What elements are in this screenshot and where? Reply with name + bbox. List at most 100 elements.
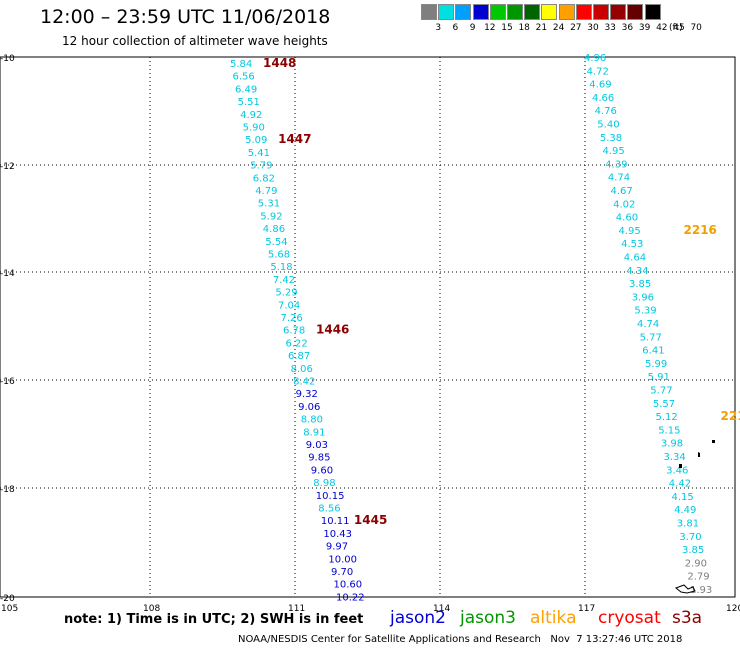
map-grid [0,56,736,598]
legend-swatch [524,4,541,20]
swh-value: 5.18 [270,262,292,273]
y-tick-label: -14 [0,269,15,279]
swh-value: 6.82 [253,173,275,184]
satellite-s3a: s3a [672,608,703,628]
swh-value: 5.84 [230,59,252,70]
swh-value: 6.22 [286,338,308,349]
page-subtitle: 12 hour collection of altimeter wave hei… [62,34,328,48]
swh-value: 4.66 [592,93,614,104]
swh-value: 3.70 [679,532,701,543]
swh-value: 10.15 [316,491,345,502]
legend-label: 70 [690,23,702,33]
island-shape [675,584,696,594]
swh-value: 3.85 [682,545,704,556]
swh-value: 3.98 [661,439,683,450]
swh-value: 4.79 [255,186,277,197]
legend-swatch [644,4,661,20]
swh-value: 6.41 [642,346,664,357]
swh-value: 3.96 [632,292,654,303]
y-tick-label: -20 [0,594,15,604]
credits-footer: NOAA/NESDIS Center for Satellite Applica… [238,634,683,645]
satellite-altika: altika [530,608,577,628]
legend-label: 45 [673,23,685,33]
swh-value: 9.06 [298,402,320,413]
x-tick-label: 117 [578,604,595,614]
swh-value: 4.92 [240,110,262,121]
swh-value: 6.56 [233,72,255,83]
map-border [0,56,736,598]
swh-value: 7.42 [273,275,295,286]
legend-label: 21 [535,23,548,33]
coastline-fragments [675,440,715,594]
swh-value: 5.57 [653,399,675,410]
time-label: 1446 [316,323,349,337]
swh-value: 4.69 [589,80,611,91]
swh-value: 4.42 [669,479,691,490]
footnote: note: 1) Time is in UTC; 2) SWH is in fe… [64,612,364,627]
legend-swatch [472,4,489,20]
swh-value: 6.49 [235,84,257,95]
swh-value: 5.79 [250,161,272,172]
swh-value: 10.60 [334,580,363,591]
legend-label: 15 [501,23,513,33]
satellite-jason2: jason2 [390,608,446,628]
legend-swatch [438,4,455,20]
track-west: 5.84 6.566.49 5.51 4.92 5.905.09 5.41 5.796.82… [230,56,387,603]
swh-value: 9.03 [306,440,328,451]
x-tick-label: 105 [1,604,18,614]
legend-swatch [575,4,592,20]
island-shape [679,464,682,468]
swh-value: 9.70 [331,567,353,578]
swh-value: 10.00 [328,554,357,565]
time-label: 1448 [263,56,296,70]
legend-label: 33 [604,23,616,33]
swh-value: 5.51 [238,97,260,108]
swh-value: 7.04 [278,300,300,311]
legend-swatch [558,4,575,20]
axis-ticks: 105 108 111 114 117 120 -10 -12 -14 -16 -18 -20 [0,54,740,614]
swh-value: 5.90 [243,123,265,134]
swh-value: 8.91 [303,427,325,438]
legend-unit: (ft) [669,23,683,33]
page-title: 12:00 – 23:59 UTC 11/06/2018 [40,6,331,28]
swh-value: 5.40 [597,120,619,131]
swh-value: 10.43 [323,529,352,540]
time-label: 1447 [278,132,311,146]
x-tick-label: 114 [433,604,450,614]
track-east: 4.96 4.72 4.69 4.66 4.76 5.40 5.38 4.95 4.39 4.74… [584,53,740,596]
legend-label: 30 [587,23,599,33]
swh-value: 10.22 [336,592,365,603]
x-tick-label: 120 [726,604,740,614]
legend-swatch [489,4,506,20]
legend-swatch [627,4,644,20]
x-tick-label: 108 [143,604,160,614]
swh-value: 5.92 [260,211,282,222]
swh-value: 8.98 [313,478,335,489]
swh-value: 8.56 [318,504,340,515]
swh-value: 4.76 [595,106,617,117]
swh-value: 5.39 [634,306,656,317]
swh-value: 5.15 [658,425,680,436]
island-shape [698,452,700,457]
swh-value: 4.60 [616,213,638,224]
swh-value: 5.99 [645,359,667,370]
swh-value: 9.97 [326,542,348,553]
swh-value: 7.26 [281,313,303,324]
legend-label: 24 [552,23,565,33]
swh-value: 4.95 [603,146,625,157]
swh-value: 2.79 [687,572,709,583]
swh-value: 5.54 [265,237,287,248]
legend-swatch [507,4,523,20]
swh-value: 8.42 [293,377,315,388]
legend-swatch [541,4,558,20]
swh-value: 5.77 [650,386,672,397]
swh-value: 4.74 [637,319,659,330]
swh-value: 9.85 [308,453,330,464]
swh-value: 3.34 [664,452,686,463]
swh-value: 3.85 [629,279,651,290]
legend-swatch [610,4,627,20]
legend-swatch [593,4,609,20]
legend-swatch [455,4,472,20]
swh-value: 4.67 [611,186,633,197]
